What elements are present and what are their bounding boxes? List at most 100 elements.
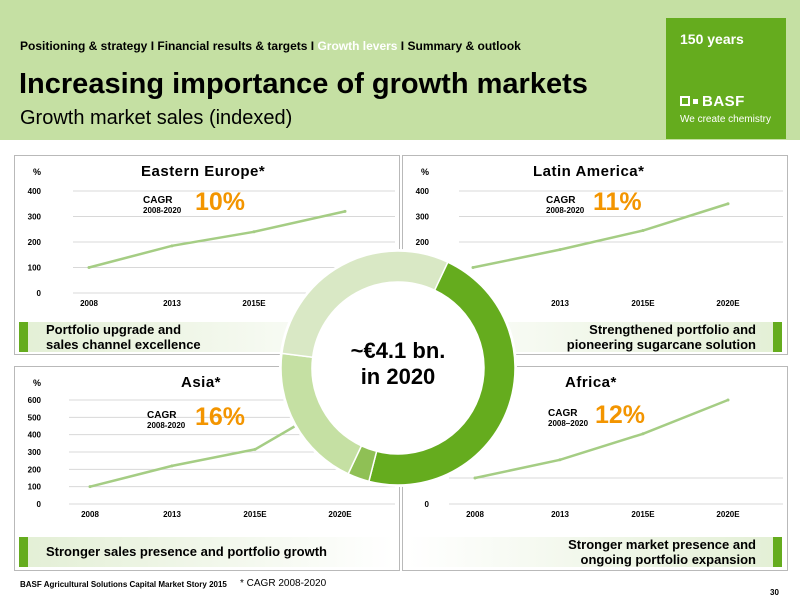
x-tick-label: 2008 bbox=[466, 510, 484, 519]
chart-title: Eastern Europe* bbox=[141, 163, 266, 180]
x-tick-label: 2015E bbox=[631, 299, 655, 308]
y-tick-label: 100 bbox=[28, 483, 42, 492]
footnote: * CAGR 2008-2020 bbox=[240, 578, 327, 589]
data-point bbox=[726, 202, 730, 206]
data-point bbox=[343, 209, 347, 213]
cagr-value: 16% bbox=[195, 403, 246, 431]
y-tick-label: 400 bbox=[28, 187, 42, 196]
cagr-value: 10% bbox=[195, 188, 246, 216]
data-point bbox=[558, 458, 562, 462]
chart-title: Africa* bbox=[565, 374, 617, 391]
data-point bbox=[726, 398, 730, 402]
data-point bbox=[641, 229, 645, 233]
data-point bbox=[88, 485, 92, 489]
anniversary-label: 150 years bbox=[680, 31, 744, 47]
page-subtitle: Growth market sales (indexed) bbox=[20, 107, 293, 129]
page-number: 30 bbox=[770, 588, 779, 597]
sales-share-donut bbox=[279, 249, 517, 487]
series-line bbox=[474, 398, 729, 480]
caption-line: Stronger market presence and bbox=[568, 537, 756, 552]
data-point bbox=[87, 266, 91, 269]
chart-caption: Stronger market presence and ongoing por… bbox=[407, 537, 782, 567]
logo-square-icon bbox=[680, 96, 690, 106]
y-tick-label: 600 bbox=[28, 396, 42, 405]
data-point bbox=[471, 266, 475, 269]
basf-logo: BASF bbox=[680, 93, 745, 110]
y-tick-label: 0 bbox=[37, 289, 42, 298]
data-point bbox=[473, 476, 477, 480]
page-title: Increasing importance of growth markets bbox=[19, 68, 588, 100]
x-tick-label: 2013 bbox=[551, 299, 569, 308]
footer-source: BASF Agricultural Solutions Capital Mark… bbox=[20, 580, 227, 589]
nav-separator: I bbox=[397, 39, 408, 53]
caption-line: Stronger sales presence and portfolio gr… bbox=[46, 544, 327, 559]
donut-halo bbox=[279, 249, 517, 487]
breadcrumb-nav: Positioning & strategy I Financial resul… bbox=[20, 39, 521, 53]
y-tick-label: 200 bbox=[416, 238, 430, 247]
caption-line: Strengthened portfolio and bbox=[589, 322, 756, 337]
y-tick-label: 0 bbox=[37, 500, 42, 509]
caption-line: sales channel excellence bbox=[46, 337, 201, 352]
x-tick-label: 2015E bbox=[243, 510, 267, 519]
nav-item-growth-levers[interactable]: Growth levers bbox=[317, 39, 398, 53]
y-tick-label: 500 bbox=[28, 413, 42, 422]
chart-title: Asia* bbox=[181, 374, 222, 391]
cagr-label: CAGR 2008-2020 bbox=[147, 410, 186, 431]
cagr-label: CAGR 2008-2020 bbox=[546, 195, 585, 216]
donut-year: in 2020 bbox=[360, 364, 436, 389]
cagr-label: CAGR 2008-2020 bbox=[143, 195, 182, 216]
line-chart-eastern-europe: %0100200300400200820132015E2020E bbox=[28, 167, 395, 308]
nav-separator: I bbox=[307, 39, 318, 53]
y-tick-label: 0 bbox=[425, 500, 430, 509]
data-point bbox=[170, 244, 174, 248]
logo-dot-icon bbox=[693, 99, 698, 104]
logo-text: BASF bbox=[702, 93, 745, 110]
y-unit-label: % bbox=[33, 378, 41, 388]
brand-tagline: We create chemistry bbox=[680, 114, 771, 125]
data-point bbox=[170, 464, 174, 468]
nav-item-financial[interactable]: Financial results & targets bbox=[157, 39, 308, 53]
chart-title: Latin America* bbox=[533, 163, 645, 180]
donut-segment bbox=[367, 261, 516, 486]
y-tick-label: 400 bbox=[28, 431, 42, 440]
x-tick-label: 2015E bbox=[631, 510, 655, 519]
y-tick-label: 400 bbox=[416, 187, 430, 196]
cagr-value: 11% bbox=[593, 188, 642, 216]
x-tick-label: 2008 bbox=[81, 510, 99, 519]
donut-center-label: ~€4.1 bn. in 2020 bbox=[318, 338, 478, 390]
nav-item-summary[interactable]: Summary & outlook bbox=[407, 39, 521, 53]
chart-caption: Stronger sales presence and portfolio gr… bbox=[19, 537, 394, 567]
x-tick-label: 2008 bbox=[80, 299, 98, 308]
data-point bbox=[641, 432, 645, 436]
y-tick-label: 300 bbox=[416, 213, 430, 222]
y-unit-label: % bbox=[33, 167, 41, 177]
y-tick-label: 200 bbox=[28, 465, 42, 474]
data-point bbox=[558, 248, 562, 252]
data-point bbox=[252, 230, 256, 234]
y-unit-label: % bbox=[421, 167, 429, 177]
caption-line: pioneering sugarcane solution bbox=[566, 337, 756, 352]
series-line bbox=[88, 210, 346, 269]
nav-item-positioning[interactable]: Positioning & strategy bbox=[20, 39, 148, 53]
y-tick-label: 300 bbox=[28, 213, 42, 222]
x-tick-label: 2013 bbox=[551, 510, 569, 519]
y-tick-label: 300 bbox=[28, 448, 42, 457]
nav-separator: I bbox=[147, 39, 158, 53]
x-tick-label: 2013 bbox=[163, 510, 181, 519]
caption-line: Portfolio upgrade and bbox=[46, 322, 182, 337]
x-tick-label: 2020E bbox=[328, 510, 352, 519]
cagr-value: 12% bbox=[595, 401, 646, 429]
data-point bbox=[253, 447, 257, 451]
x-tick-label: 2020E bbox=[716, 299, 740, 308]
x-tick-label: 2015E bbox=[242, 299, 266, 308]
y-tick-label: 100 bbox=[28, 264, 42, 273]
x-tick-label: 2013 bbox=[163, 299, 181, 308]
line-chart-africa: 0100200820132015E2020E bbox=[416, 398, 783, 519]
series-line bbox=[472, 202, 729, 269]
donut-total: ~€4.1 bn. bbox=[350, 338, 446, 363]
donut-segment bbox=[281, 250, 449, 359]
x-tick-label: 2020E bbox=[716, 510, 740, 519]
caption-line: ongoing portfolio expansion bbox=[580, 552, 756, 567]
cagr-label: CAGR 2008–2020 bbox=[548, 408, 589, 429]
brand-box: 150 years BASF We create chemistry bbox=[666, 18, 786, 139]
